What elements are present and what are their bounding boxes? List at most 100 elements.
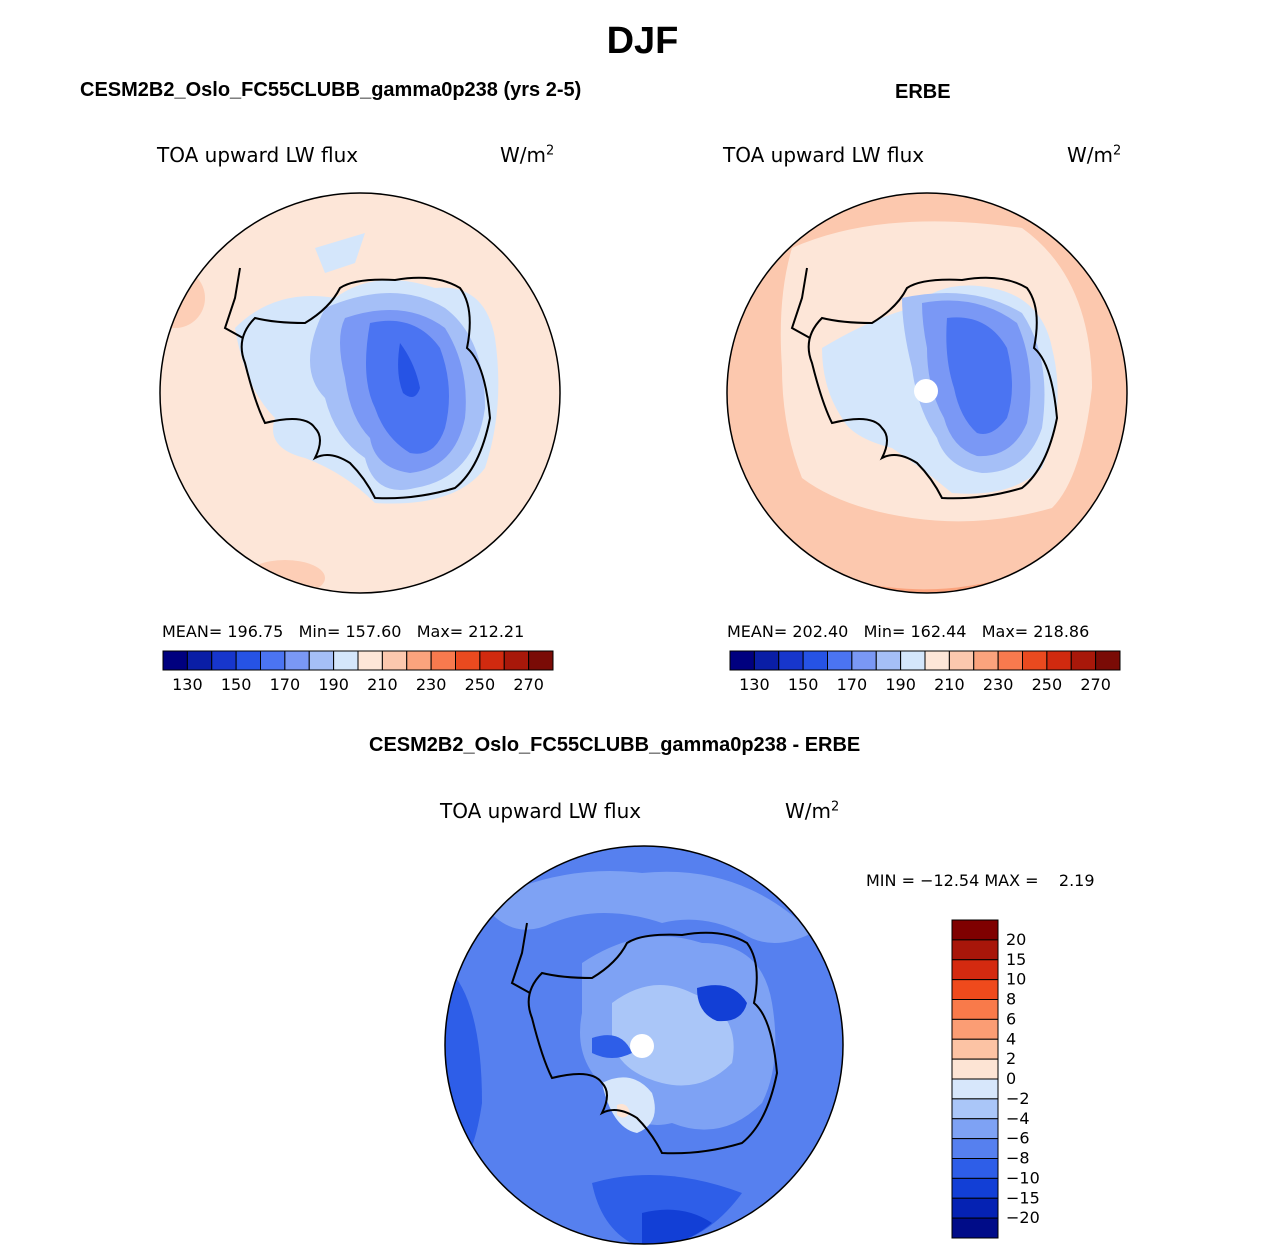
diff-colorbar-swatch [951,1078,999,1100]
diff-colorbar-swatch [951,959,999,981]
obs-colorbar-swatch [875,650,902,671]
model-cool-patch [315,233,365,273]
model-mean-value: 196.75 [227,622,284,641]
diff-map [444,845,844,1245]
obs-map [726,192,1128,594]
obs-stats: MEAN= 202.40 Min= 162.44 Max= 218.86 [727,622,1089,641]
obs-colorbar-tick-label: 150 [788,675,819,694]
obs-colorbar: 130 150 170 190 210 230 250 270 [729,650,1121,694]
model-colorbar-swatch [333,650,359,671]
model-variable-label: TOA upward LW flux [157,143,359,167]
model-colorbar-tick-label: 150 [221,675,252,694]
diff-variable-label: TOA upward LW flux [440,799,642,823]
diff-map-border [444,845,844,1245]
diff-field-level-minus6 [482,871,812,943]
obs-colorbar-tick-label: 190 [885,675,916,694]
obs-field-level-160 [946,317,1012,434]
diff-colorbar-tick-label: 4 [1006,1029,1016,1048]
diff-colorbar-swatch [951,1098,999,1120]
diff-colorbar-tick-label: 6 [1006,1009,1016,1028]
obs-antarctica-coastline [807,276,1059,500]
model-colorbar-swatch [479,650,505,671]
obs-colorbar-swatch [973,650,999,671]
model-units-label: W/m2 [500,143,555,167]
obs-colorbar-swatch [924,650,950,671]
diff-colorbar-tick-label: 2 [1006,1049,1016,1068]
obs-colorbar-tick-label: 230 [983,675,1014,694]
obs-colorbar-tick-label: 130 [739,675,770,694]
obs-colorbar-swatch [753,650,780,671]
model-min-value: 157.60 [345,622,402,641]
diff-colorbar-tick-label: −8 [1006,1149,1030,1168]
diff-colorbar-swatch [951,1138,999,1159]
obs-colorbar-swatch [900,650,926,671]
model-min-label: Min= [298,622,341,641]
diff-colorbar-swatch [951,1118,999,1140]
model-colorbar-swatch [211,650,237,671]
diff-minmax: MIN = −12.54 MAX = 2.19 [866,871,1095,890]
diff-colorbar-swatch [951,1038,999,1060]
diff-field-level-minus10 [592,1035,632,1058]
diff-colorbar-swatch [951,999,999,1020]
obs-colorbar-tick-label: 250 [1032,675,1063,694]
model-colorbar-swatch [186,650,213,671]
diff-colorbar-tick-label: 8 [1006,990,1016,1009]
obs-colorbar-swatch [1070,650,1097,671]
diff-antarctica-coastline [527,931,779,1155]
obs-colorbar-tick-label: 210 [934,675,965,694]
model-colorbar-tick-label: 250 [465,675,496,694]
model-colorbar-tick-label: 270 [513,675,544,694]
obs-colorbar-swatch [729,650,755,671]
model-colorbar-tick-label: 190 [318,675,349,694]
obs-colorbar-tick-label: 270 [1080,675,1111,694]
figure-title: DJF [606,20,679,62]
model-colorbar: 130 150 170 190 210 230 250 270 [162,650,554,694]
diff-colorbar-tick-label: 20 [1006,930,1026,949]
model-antarctica-coastline [240,276,492,500]
model-panel-title: CESM2B2_Oslo_FC55CLUBB_gamma0p238 (yrs 2… [80,79,582,101]
model-colorbar-swatch [430,650,456,671]
model-colorbar-tick-label: 170 [270,675,301,694]
diff-colorbar-tick-label: 0 [1006,1069,1016,1088]
model-peninsula-coastline [223,267,244,339]
model-max-label: Max= [416,622,464,641]
diff-missing-data-dot [630,1034,654,1058]
obs-map-border [726,192,1128,594]
model-colorbar-swatch [284,650,310,671]
diff-colorbar-swatch [951,1018,999,1040]
obs-missing-data-dot [914,379,938,403]
obs-units-label: W/m2 [1067,143,1122,167]
obs-mean-label: MEAN= [727,622,788,641]
obs-colorbar-swatch [802,650,828,671]
obs-mean-value: 202.40 [792,622,849,641]
diff-colorbar-tick-label: −2 [1006,1089,1030,1108]
obs-panel-title: ERBE [895,81,951,103]
diff-colorbar-swatch [951,979,999,1000]
model-colorbar-tick-label: 210 [367,675,398,694]
diff-colorbar-tick-label: −20 [1006,1208,1040,1227]
obs-peninsula-coastline [790,267,811,339]
diff-colorbar-tick-label: −10 [1006,1168,1040,1187]
model-map-border [159,192,561,594]
model-colorbar-tick-label: 130 [172,675,203,694]
diff-peninsula-coastline [510,922,531,994]
obs-colorbar-swatch [997,650,1023,671]
model-colorbar-swatch [528,650,554,671]
diff-field-level-minus15 [697,985,747,1022]
model-map [159,192,561,594]
model-colorbar-tick-label: 230 [416,675,447,694]
diff-colorbar-swatch [951,939,999,961]
diff-field-level-minus15 [642,1209,712,1244]
diff-colorbar-swatch [951,919,999,941]
model-colorbar-swatch [162,650,188,671]
model-max-value: 212.21 [468,622,525,641]
model-stats: MEAN= 196.75 Min= 157.60 Max= 212.21 [162,622,524,641]
model-mean-label: MEAN= [162,622,223,641]
diff-colorbar-tick-label: −6 [1006,1129,1030,1148]
model-colorbar-swatch [357,650,383,671]
diff-colorbar-tick-label: 15 [1006,950,1026,969]
diff-colorbar-swatch [951,1197,999,1219]
obs-max-label: Max= [981,622,1029,641]
model-field-level-150 [398,343,420,397]
